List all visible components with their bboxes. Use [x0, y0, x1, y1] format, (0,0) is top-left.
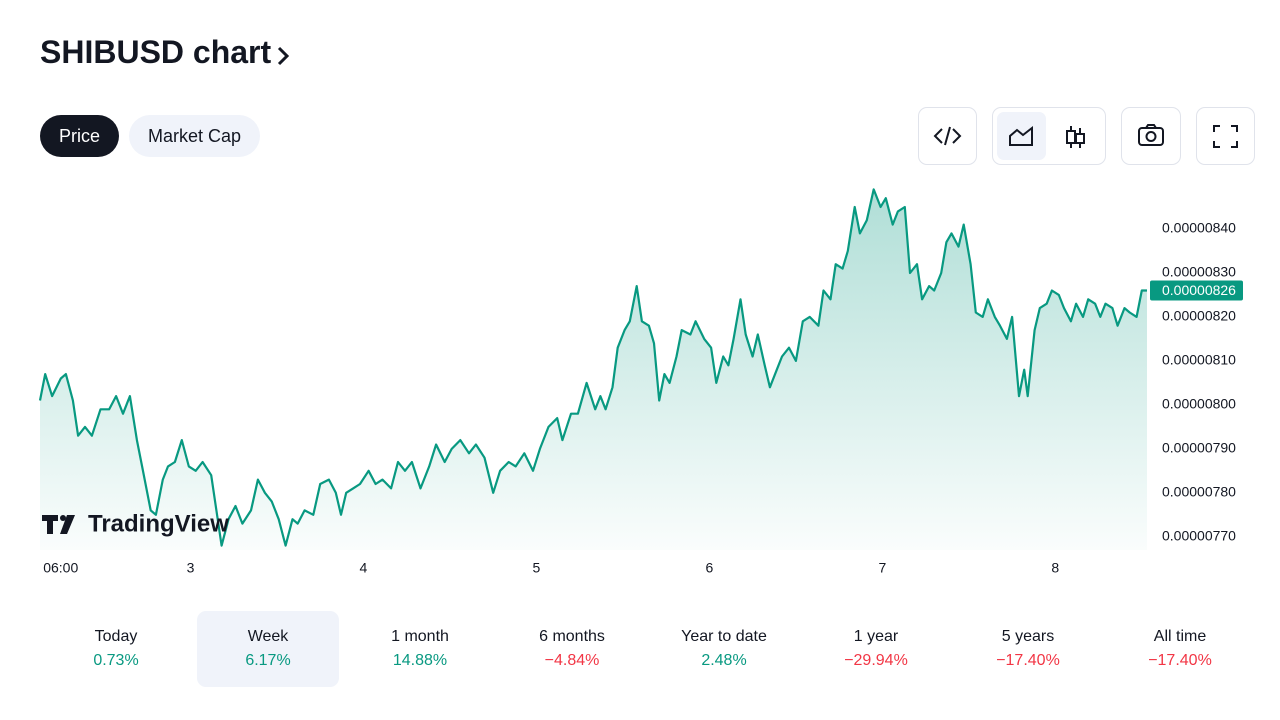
period-change: 14.88% [392, 652, 448, 669]
candle-style-button[interactable] [1051, 112, 1100, 160]
camera-icon [1138, 124, 1164, 146]
period-item[interactable]: 5 years −17.40% [957, 611, 1099, 687]
period-change: −29.94% [844, 652, 908, 669]
area-style-button[interactable] [997, 112, 1046, 160]
embed-icon [933, 126, 962, 146]
y-tick-label: 0.00000770 [1162, 528, 1236, 544]
chart-style-group [992, 107, 1106, 165]
y-tick-label: 0.00000810 [1162, 352, 1236, 368]
fullscreen-icon [1213, 125, 1238, 148]
area-icon [1009, 125, 1033, 146]
chevron-icon [277, 46, 290, 66]
tab[interactable]: Price [40, 115, 120, 157]
y-tick-label: 0.00000780 [1162, 484, 1236, 500]
x-tick-label: 06:00 [43, 560, 78, 576]
page-title[interactable]: SHIBUSD chart [40, 34, 272, 70]
period-label: 1 year [853, 628, 899, 645]
period-label: 5 years [1001, 628, 1055, 645]
last-value-label: 0.00000826 [1162, 282, 1236, 298]
period-change: 6.17% [245, 652, 291, 669]
area-fill [40, 189, 1147, 550]
period-change: 2.48% [701, 652, 747, 669]
price-line [38, 188, 1147, 547]
period-change: −4.84% [544, 652, 600, 669]
x-tick-label: 4 [360, 560, 368, 576]
y-tick-label: 0.00000790 [1162, 440, 1236, 456]
tabs: Price Market Cap [40, 115, 261, 157]
watermark: TradingView [88, 510, 229, 537]
y-tick-label: 0.00000830 [1162, 264, 1236, 280]
tab[interactable]: Market Cap [129, 115, 261, 157]
period-change: 0.73% [93, 652, 139, 669]
period-label: Week [247, 628, 289, 645]
period-item[interactable]: All time −17.40% [1109, 611, 1251, 687]
period-stats: Today 0.73% Week 6.17% 1 month 14.88% 6 months… [40, 611, 1256, 687]
embed-button[interactable] [918, 107, 977, 165]
candle-icon [1066, 126, 1085, 148]
period-label: Today [94, 628, 138, 645]
period-label: All time [1153, 628, 1207, 645]
period-item[interactable]: Year to date 2.48% [653, 611, 795, 687]
x-tick-label: 5 [533, 560, 541, 576]
period-item[interactable]: 6 months −4.84% [501, 611, 643, 687]
y-tick-label: 0.00000800 [1162, 396, 1236, 412]
period-change: −17.40% [996, 652, 1060, 669]
x-tick-label: 3 [187, 560, 195, 576]
period-item[interactable]: 1 year −29.94% [805, 611, 947, 687]
period-item[interactable]: Today 0.73% [45, 611, 187, 687]
y-tick-label: 0.00000840 [1162, 220, 1236, 236]
x-tick-label: 7 [878, 560, 886, 576]
x-tick-label: 6 [705, 560, 713, 576]
snapshot-button[interactable] [1121, 107, 1181, 165]
last-value-tag [1150, 280, 1243, 301]
y-tick-label: 0.00000820 [1162, 308, 1236, 324]
period-label: 6 months [539, 628, 605, 645]
period-change: −17.40% [1148, 652, 1212, 669]
period-label: Year to date [681, 628, 767, 645]
period-label: 1 month [391, 628, 449, 645]
tradingview-logo [42, 515, 75, 534]
x-tick-label: 8 [1051, 560, 1059, 576]
period-item[interactable]: 1 month 14.88% [349, 611, 491, 687]
fullscreen-button[interactable] [1196, 107, 1255, 165]
period-item[interactable]: Week 6.17% [197, 611, 339, 687]
